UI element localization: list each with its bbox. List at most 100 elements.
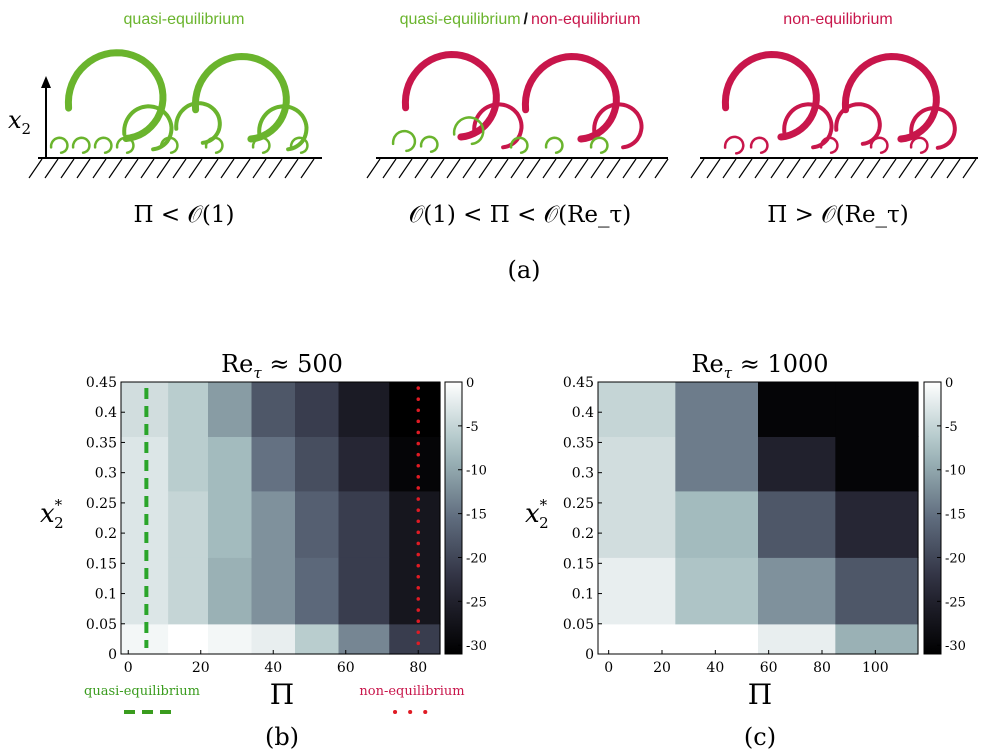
wall-hatch [237, 159, 250, 178]
heatmap-cell [675, 491, 758, 558]
wall-hatch [835, 159, 848, 178]
heatmap-cell [675, 382, 758, 437]
wall-hatch [511, 159, 524, 178]
wall-hatch [655, 159, 668, 178]
heatmap-cell [758, 382, 836, 437]
chart-b-xlabel: Π [270, 678, 294, 711]
heatmap-cell [758, 557, 836, 624]
eddy [73, 138, 89, 153]
heatmap-cell [389, 491, 440, 558]
y-tick-label: 0.4 [572, 405, 594, 421]
y-tick-label: 0.3 [95, 466, 117, 482]
heatmap-cell [252, 436, 296, 491]
colorbar-tick-label: -15 [466, 508, 487, 523]
eddy [725, 55, 816, 138]
heatmap-cell [675, 436, 758, 491]
heatmap-cell [389, 382, 440, 437]
y-tick-label: 0.45 [86, 375, 117, 391]
panel-b: Reτ ≈ 500 00.050.10.150.20.250.30.350.40… [40, 350, 487, 751]
y-tick-label: 0.15 [563, 556, 594, 572]
heatmap-cell [252, 382, 296, 437]
wall-hatch [787, 159, 800, 178]
panel-a: quasi-equilibrium quasi-equilibrium / non-… [8, 11, 978, 284]
x-tick-label: 60 [337, 660, 355, 676]
x-tick-label: 40 [706, 660, 724, 676]
wall-hatch [77, 159, 90, 178]
legend-quasi-label: quasi-equilibrium [84, 684, 200, 699]
wall-hatch [431, 159, 444, 178]
wall-hatch [109, 159, 122, 178]
heatmap-cell [208, 557, 252, 624]
heatmap-cell [598, 491, 676, 558]
x2-axis-arrowhead [41, 76, 51, 88]
wall-hatch [771, 159, 784, 178]
wall-hatch [623, 159, 636, 178]
eddy [51, 138, 67, 153]
colorbar-tick-label: 0 [466, 376, 474, 391]
heatmap-cell [168, 436, 208, 491]
wall-hatch [463, 159, 476, 178]
wall-hatch [157, 159, 170, 178]
caption-a: (a) [507, 256, 540, 284]
heatmap-cell [675, 557, 758, 624]
wall-hatch [527, 159, 540, 178]
x-tick-label: 20 [653, 660, 671, 676]
heatmap-cell [835, 491, 918, 558]
x-tick-label: 40 [264, 660, 282, 676]
heatmap-cell [598, 557, 676, 624]
heatmap-cell [389, 436, 440, 491]
colorbar [445, 382, 462, 654]
wall-hatch [819, 159, 832, 178]
eddy [725, 137, 743, 154]
wall-hatch [803, 159, 816, 178]
regime-2-title: quasi-equilibrium / non-equilibrium [400, 11, 641, 28]
wall-hatch [739, 159, 752, 178]
y-tick-label: 0.15 [86, 556, 117, 572]
y-tick-label: 0.1 [572, 587, 594, 603]
wall-hatch [963, 159, 976, 178]
wall-hatch [29, 159, 42, 178]
y-tick-label: 0.1 [95, 587, 117, 603]
panel-c: Reτ ≈ 1000 0 0.05 0.1 0.15 0.2 0.25 0.3 0.35 0.4… [525, 350, 966, 751]
heatmap-cell [339, 436, 390, 491]
colorbar-tick-label: -25 [466, 595, 487, 610]
regime-2-condition: 𝒪(1) < Π < 𝒪(Re_τ) [409, 202, 632, 228]
wall-hatch [253, 159, 266, 178]
heatmap-cell [835, 382, 918, 437]
wall-hatch [851, 159, 864, 178]
wall-hatch [559, 159, 572, 178]
heatmap-cell [168, 557, 208, 624]
heatmap-cell [835, 557, 918, 624]
wall-hatch [447, 159, 460, 178]
colorbar-tick-label: -15 [945, 508, 966, 523]
heatmap-cell [252, 624, 296, 655]
heatmap-cell [598, 436, 676, 491]
y-tick-label: 0.45 [563, 375, 594, 391]
heatmap-cell [295, 436, 339, 491]
wall-hatch [61, 159, 74, 178]
chart-c-title: Reτ ≈ 1000 [691, 350, 828, 382]
eddy [911, 138, 927, 153]
eddy [871, 138, 887, 153]
colorbar-tick-label: -30 [945, 639, 966, 654]
wall-hatch [639, 159, 652, 178]
wall-hatch [723, 159, 736, 178]
eddy [421, 137, 437, 152]
chart-b-title: Reτ ≈ 500 [221, 350, 343, 382]
wall-hatch [93, 159, 106, 178]
x2-axis-label: x2 [8, 106, 31, 138]
caption-c: (c) [744, 723, 776, 751]
eddy [751, 138, 767, 153]
regime-1-condition: Π < 𝒪(1) [133, 202, 234, 228]
y-tick-label: 0.35 [86, 435, 117, 451]
x-tick-label: 20 [192, 660, 210, 676]
chart-c-ylabel: x* 2 [525, 496, 549, 532]
y-tick-label: 0 [108, 647, 117, 663]
wall-hatch [575, 159, 588, 178]
wall-hatching [29, 158, 978, 178]
heatmap-cell [675, 624, 758, 655]
regime-2-title-right: non-equilibrium [531, 11, 640, 28]
heatmap-cell [758, 436, 836, 491]
y-tick-label: 0 [585, 647, 594, 663]
